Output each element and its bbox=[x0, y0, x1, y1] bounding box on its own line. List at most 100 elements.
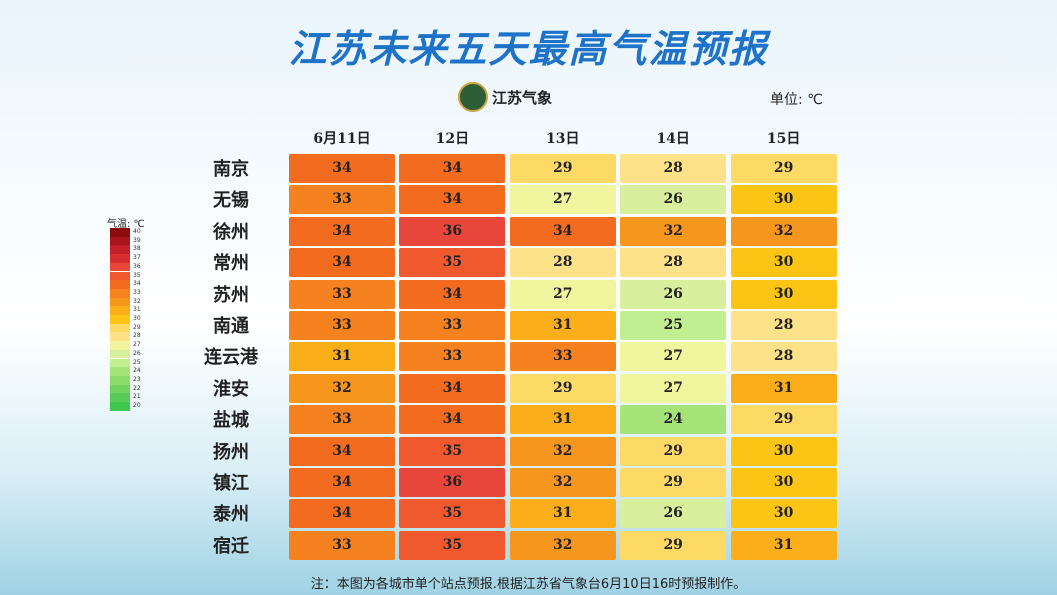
legend-swatch bbox=[110, 297, 130, 307]
cell: 34 bbox=[399, 185, 506, 215]
legend-label: 39 bbox=[133, 236, 141, 244]
logo-icon bbox=[458, 82, 488, 112]
row-name: 盐城 bbox=[213, 410, 249, 432]
cell: 34 bbox=[289, 154, 395, 183]
legend-label: 38 bbox=[133, 245, 141, 253]
cell: 34 bbox=[399, 279, 506, 309]
legend-swatch bbox=[110, 245, 130, 255]
row-name: 宿迁 bbox=[213, 535, 249, 557]
legend-label: 31 bbox=[133, 306, 141, 314]
legend-swatch bbox=[110, 384, 130, 394]
legend-swatch bbox=[110, 323, 130, 333]
row-name: 扬州 bbox=[213, 441, 249, 463]
legend-swatch bbox=[110, 236, 130, 246]
cell: 31 bbox=[289, 342, 395, 372]
legend-title: 气温: ℃ bbox=[107, 219, 145, 230]
unit: 单位: ℃ bbox=[770, 92, 823, 108]
legend-label: 28 bbox=[133, 332, 141, 340]
cell: 30 bbox=[730, 248, 837, 278]
legend-swatch bbox=[110, 367, 130, 376]
note: 注：本图为各城市单个站点预报.根据江苏省气象台6月10日16时预报制作。 bbox=[310, 577, 747, 592]
legend-swatch bbox=[110, 280, 130, 289]
cell: 34 bbox=[289, 436, 395, 466]
legend-label: 23 bbox=[133, 375, 141, 383]
cell: 33 bbox=[399, 311, 506, 340]
legend-swatch bbox=[110, 288, 130, 298]
cell: 33 bbox=[289, 530, 395, 560]
cell: 28 bbox=[620, 154, 727, 183]
cell: 34 bbox=[289, 468, 395, 497]
cell: 32 bbox=[509, 468, 616, 497]
cell: 28 bbox=[620, 248, 727, 278]
cell: 25 bbox=[620, 311, 727, 340]
cell: 34 bbox=[509, 216, 616, 246]
cell: 34 bbox=[289, 499, 395, 529]
row-name: 南京 bbox=[213, 159, 249, 180]
legend-swatch bbox=[110, 254, 130, 263]
row-name: 南通 bbox=[213, 316, 249, 337]
cell: 34 bbox=[289, 216, 395, 246]
logo-text: 江苏气象 bbox=[492, 88, 553, 107]
column-header: 6月11日 bbox=[313, 131, 371, 147]
legend-swatch bbox=[110, 341, 130, 350]
column-header: 13日 bbox=[546, 131, 580, 147]
cell: 35 bbox=[399, 436, 506, 466]
legend-swatch bbox=[110, 375, 130, 385]
cell: 31 bbox=[509, 499, 616, 529]
legend-swatch bbox=[110, 332, 130, 342]
row-name: 连云港 bbox=[204, 347, 258, 369]
cell: 27 bbox=[620, 342, 727, 372]
cell: 32 bbox=[509, 436, 616, 466]
cell: 36 bbox=[399, 216, 506, 246]
cell: 31 bbox=[730, 373, 837, 403]
cell: 27 bbox=[509, 279, 616, 309]
legend-label: 25 bbox=[133, 358, 141, 366]
column-header: 15日 bbox=[766, 131, 801, 147]
row-name: 苏州 bbox=[213, 284, 249, 306]
cell: 29 bbox=[620, 468, 727, 497]
row-name: 徐州 bbox=[213, 221, 249, 243]
title: 江苏未来五天最高气温预报 bbox=[288, 27, 769, 71]
cell: 34 bbox=[289, 248, 395, 278]
legend-label: 26 bbox=[133, 349, 141, 357]
cell: 34 bbox=[399, 373, 506, 403]
cell: 35 bbox=[399, 499, 506, 529]
cell: 33 bbox=[289, 311, 395, 340]
legend-label: 33 bbox=[133, 288, 141, 296]
legend-swatch bbox=[110, 402, 130, 411]
legend-swatch bbox=[110, 393, 130, 402]
cell: 27 bbox=[620, 373, 727, 403]
cell: 29 bbox=[509, 154, 616, 183]
row-name: 泰州 bbox=[213, 504, 249, 526]
cell: 30 bbox=[730, 279, 837, 309]
cell: 29 bbox=[730, 154, 837, 183]
cell: 32 bbox=[730, 216, 837, 246]
legend-swatch bbox=[110, 349, 130, 359]
cell: 32 bbox=[620, 216, 727, 246]
cell: 26 bbox=[620, 185, 727, 215]
legend-swatch bbox=[110, 306, 130, 315]
cell: 29 bbox=[509, 373, 616, 403]
legend-swatch bbox=[110, 228, 130, 237]
legend-label: 27 bbox=[133, 341, 141, 349]
legend-label: 36 bbox=[133, 262, 141, 270]
cell: 26 bbox=[620, 499, 727, 529]
legend-label: 29 bbox=[133, 323, 141, 331]
cell: 34 bbox=[399, 154, 506, 183]
cell: 33 bbox=[289, 279, 395, 309]
cell: 36 bbox=[399, 468, 506, 497]
cell: 33 bbox=[289, 405, 395, 435]
cell: 29 bbox=[620, 436, 727, 466]
column-header: 14日 bbox=[656, 131, 690, 147]
cell: 28 bbox=[730, 342, 837, 372]
legend-label: 20 bbox=[133, 402, 141, 409]
legend-swatch bbox=[110, 315, 130, 324]
cell: 31 bbox=[730, 530, 837, 560]
legend-label: 22 bbox=[133, 384, 141, 392]
legend-swatch bbox=[110, 358, 130, 368]
cell: 32 bbox=[289, 373, 395, 403]
column-header: 12日 bbox=[435, 131, 470, 147]
cell: 28 bbox=[509, 248, 616, 278]
legend-swatch bbox=[110, 262, 130, 272]
